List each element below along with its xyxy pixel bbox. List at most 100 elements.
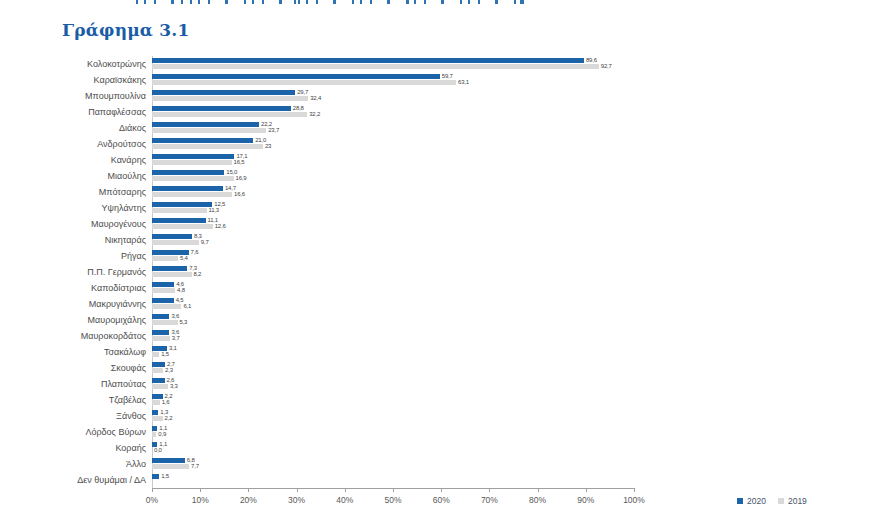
value-label-2019: 1,6 [162,400,170,405]
bar-2019 [152,256,178,261]
x-axis-tick [345,488,346,492]
category-label: Ξάνθος [10,408,152,424]
bar-line-2020: 89,6 [152,58,870,63]
bar-2019 [152,224,213,229]
bar-2020 [152,394,163,399]
bar-line-2020: 12,5 [152,202,870,207]
chart-row: Υψηλάντης12,511,3 [10,200,870,216]
chart-row: Καποδίστριας4,64,8 [10,280,870,296]
value-label-2020: 3,1 [169,346,177,351]
bar-2020 [152,154,234,159]
bar-2019 [152,80,456,85]
category-bars: 11,112,6 [152,216,870,232]
value-label-2019: 9,7 [201,240,209,245]
bar-line-2020: 2,7 [152,362,870,367]
bar-line-2019: 16,6 [152,192,870,197]
bar-2019 [152,144,263,149]
category-bars: 1,32,2 [152,408,870,424]
value-label-2019: 92,7 [601,64,612,69]
x-axis-tick [441,488,442,492]
bar-2020 [152,458,185,463]
category-label: Άλλο [10,456,152,472]
value-label-2019: 8,2 [194,272,202,277]
bar-line-2020: 1,1 [152,426,870,431]
value-label-2019: 5,3 [180,320,188,325]
chart-row: Μαυρομιχάλης3,65,3 [10,312,870,328]
bar-line-2020: 8,3 [152,234,870,239]
bar-2019 [152,416,163,421]
bar-2020 [152,266,187,271]
x-axis-tick [538,488,539,492]
bar-line-2020: 28,8 [152,106,870,111]
x-axis: 0%10%20%30%40%50%60%70%80%90%100% [152,488,635,489]
bar-2019 [152,368,163,373]
bar-2020 [152,74,440,79]
value-label-2020: 3,6 [171,314,179,319]
bar-2019 [152,240,199,245]
bar-2020 [152,90,295,95]
bar-line-2020: 4,6 [152,282,870,287]
chart-row: Μαυρογένους11,112,6 [10,216,870,232]
chart-row: Πλαπούτας2,63,3 [10,376,870,392]
bar-line-2019: 1,6 [152,400,870,405]
chart-rows: Κολοκοτρώνης89,692,7Καραϊσκάκης59,763,1 Μ… [10,56,870,488]
bar-2020 [152,378,165,383]
chart-row: Σκουφάς2,72,3 [10,360,870,376]
bar-2019 [152,352,159,357]
legend-label: 2020 [747,497,766,505]
x-axis-tick [152,488,153,492]
category-label: Ανδρούτσος [10,136,152,152]
x-axis-tick-label: 100% [617,495,651,505]
x-axis-tick [489,488,490,492]
category-label: Δεν θυμάμαι / ΔΑ [10,472,152,488]
value-label-2019: 16,6 [234,192,245,197]
x-axis-tick-label: 70% [472,495,506,505]
bar-2019 [152,192,232,197]
bar-line-2019: 6,1 [152,304,870,309]
category-label: Πλαπούτας [10,376,152,392]
x-axis-tick-label: 20% [231,495,265,505]
category-label: Τσακάλωφ [10,344,152,360]
chart-row: Καραϊσκάκης59,763,1 [10,72,870,88]
bar-2019 [152,96,308,101]
value-label-2019: 12,6 [215,224,226,229]
bar-line-2019: 23,7 [152,128,870,133]
bar-2019 [152,320,178,325]
category-bars: 6,87,7 [152,456,870,472]
x-axis-tick-label: 10% [183,495,217,505]
category-bars: 2,72,3 [152,360,870,376]
category-bars: 3,65,3 [152,312,870,328]
value-label-2019: 6,1 [183,304,191,309]
bar-line-2020: 7,3 [152,266,870,271]
bar-2020 [152,426,157,431]
bar-line-2019: 23 [152,144,870,149]
bar-2020 [152,234,192,239]
bar-line-2020: 11,1 [152,218,870,223]
x-axis-tick [586,488,587,492]
bar-chart: Κολοκοτρώνης89,692,7Καραϊσκάκης59,763,1 Μ… [10,56,870,489]
bar-2020 [152,410,158,415]
legend-swatch-icon [778,498,784,504]
bar-2019 [152,272,192,277]
category-label: Παπαφλέσσας [10,104,152,120]
value-label-2019: 3,3 [170,384,178,389]
category-label: Σκουφάς [10,360,152,376]
bar-2019 [152,304,181,309]
category-bars: 4,64,8 [152,280,870,296]
chart-title: Γράφημα 3.1 [62,20,189,40]
category-bars: 1,10,9 [152,424,870,440]
chart-row: Παπαφλέσσας28,832,2 [10,104,870,120]
category-label: Π.Π. Γερμανός [10,264,152,280]
category-label: Μαυρογένους [10,216,152,232]
value-label-2020: 7,6 [191,250,199,255]
bar-line-2019: 63,1 [152,80,870,85]
bar-2020 [152,282,174,287]
bar-line-2019: 11,3 [152,208,870,213]
bar-line-2020: 4,5 [152,298,870,303]
value-label-2019: 32,2 [309,112,320,117]
bar-line-2019: 3,7 [152,336,870,341]
value-label-2019: 11,3 [209,208,219,213]
chart-row: Κολοκοτρώνης89,692,7 [10,56,870,72]
value-label-2019: 1,5 [161,352,169,357]
bar-line-2020: 3,6 [152,330,870,335]
